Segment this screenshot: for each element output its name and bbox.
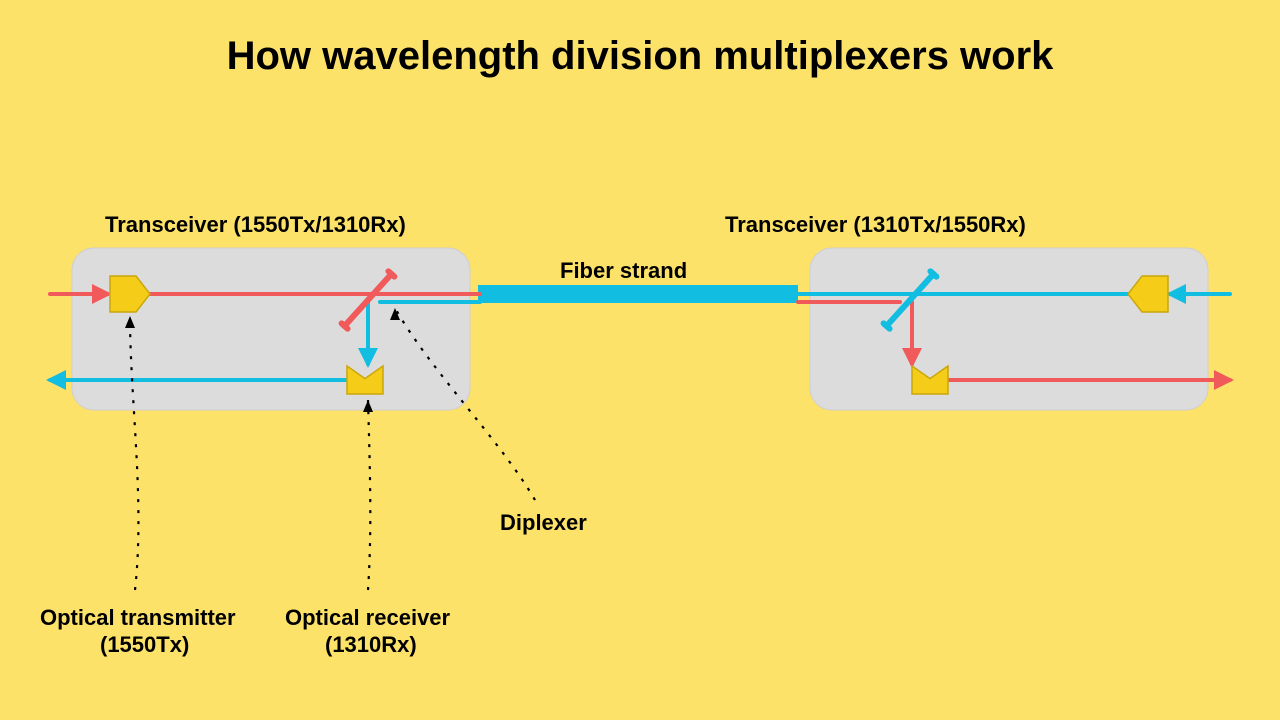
label-fiber-strand: Fiber strand xyxy=(560,258,687,284)
diagram-canvas: How wavelength division multiplexers wor… xyxy=(0,0,1280,720)
label-optical-rx-line1: Optical receiver xyxy=(285,605,450,631)
label-optical-tx-line2: (1550Tx) xyxy=(100,632,189,658)
label-optical-rx-line2: (1310Rx) xyxy=(325,632,417,658)
label-right-transceiver: Transceiver (1310Tx/1550Rx) xyxy=(725,212,1026,238)
label-diplexer: Diplexer xyxy=(500,510,587,536)
label-left-transceiver: Transceiver (1550Tx/1310Rx) xyxy=(105,212,406,238)
label-optical-tx-line1: Optical transmitter xyxy=(40,605,236,631)
